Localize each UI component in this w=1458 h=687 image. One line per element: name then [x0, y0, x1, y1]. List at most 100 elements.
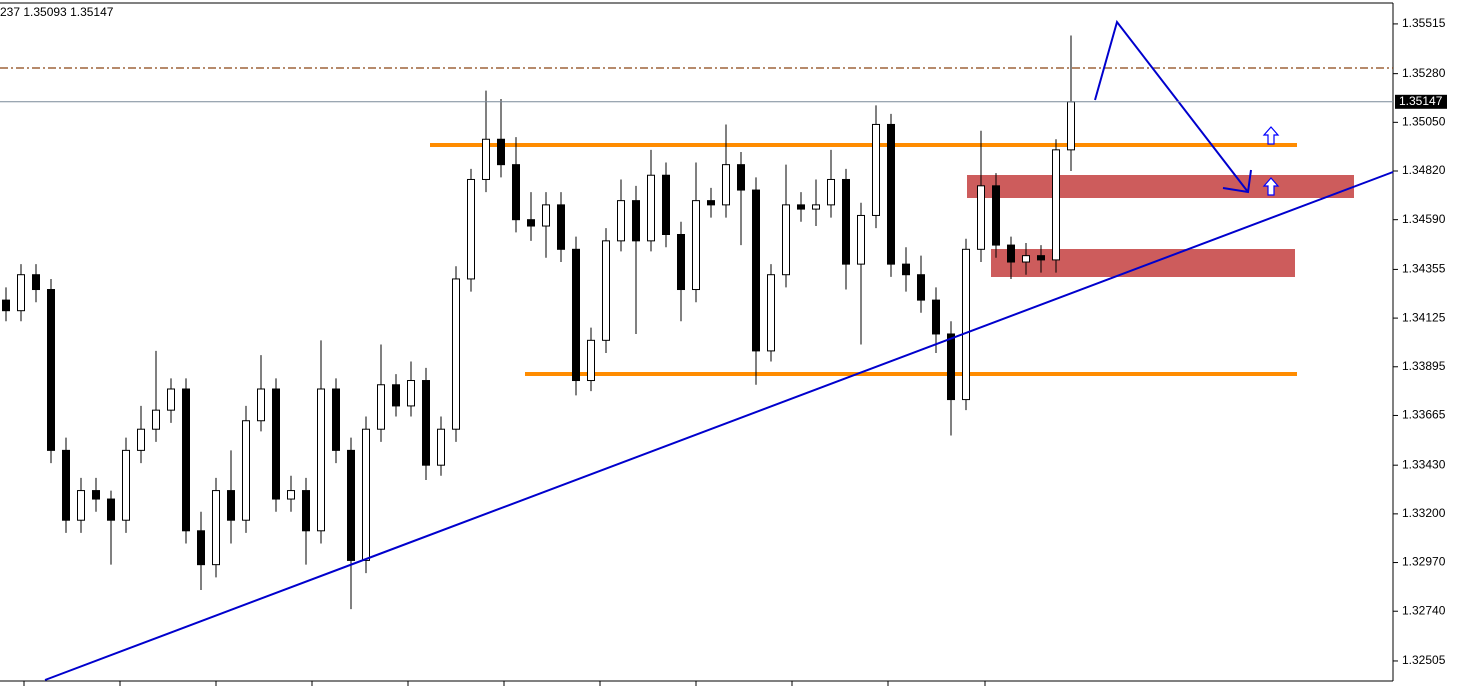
y-tick-label: 1.33665 — [1402, 408, 1446, 422]
candle-body — [932, 299, 940, 335]
chart-header: 237 1.35093 1.35147 — [0, 5, 114, 19]
candle-body — [272, 388, 280, 500]
candle-body — [1067, 101, 1075, 151]
candle-body — [992, 185, 1000, 246]
candle-body — [752, 189, 760, 352]
candle-body — [77, 490, 85, 521]
candle-body — [572, 248, 580, 382]
candle-body — [377, 384, 385, 430]
candle-body — [122, 449, 130, 521]
supply-zone — [967, 175, 1354, 198]
y-tick-label: 1.32740 — [1402, 603, 1446, 617]
candle-body — [212, 490, 220, 566]
candle-body — [62, 449, 70, 521]
candle-body — [452, 278, 460, 430]
y-tick-label: 1.32505 — [1402, 653, 1446, 667]
candle-body — [422, 380, 430, 466]
candle-body — [602, 240, 610, 341]
candle-body — [302, 490, 310, 532]
candle-body — [497, 138, 505, 166]
candle-body — [332, 388, 340, 451]
overlay — [44, 19, 1394, 681]
candle-body — [482, 138, 490, 180]
candle-body — [227, 490, 235, 521]
y-tick-label: 1.35050 — [1402, 114, 1446, 128]
candle-body — [257, 388, 265, 422]
candle-body — [137, 428, 145, 451]
candle-body — [362, 428, 370, 561]
candle-body — [647, 174, 655, 242]
y-tick-label: 1.34820 — [1402, 163, 1446, 177]
candle-body — [542, 204, 550, 227]
candle-body — [287, 490, 295, 500]
candle-body — [1022, 255, 1030, 263]
candle-body — [902, 263, 910, 276]
candle-body — [857, 214, 865, 265]
y-tick-label: 1.33895 — [1402, 359, 1446, 373]
last-price-box — [1395, 94, 1447, 109]
candle-body — [842, 178, 850, 265]
candle-body — [152, 409, 160, 430]
candle-body — [692, 200, 700, 291]
candle-body — [812, 204, 820, 210]
trend-line — [44, 171, 1394, 681]
candle-body — [962, 248, 970, 401]
candle-body — [1037, 255, 1045, 261]
candle-body — [887, 123, 895, 265]
demand-zone — [991, 249, 1295, 277]
candle-body — [32, 274, 40, 291]
y-tick-label: 1.33200 — [1402, 506, 1446, 520]
candle-body — [707, 200, 715, 206]
candle-body — [767, 274, 775, 352]
candle-body — [827, 178, 835, 206]
candles — [2, 35, 1075, 610]
y-tick-label: 1.34355 — [1402, 262, 1446, 276]
candle-body — [392, 384, 400, 407]
candle-body — [197, 530, 205, 566]
candle-body — [437, 428, 445, 466]
arrow-head — [1222, 169, 1252, 194]
candle-body — [317, 388, 325, 532]
candle-body — [557, 204, 565, 250]
candle-body — [107, 498, 115, 521]
candle-body — [347, 449, 355, 561]
candle-body — [407, 380, 415, 407]
candle-body — [92, 490, 100, 500]
candle-body — [467, 178, 475, 280]
candle-body — [977, 185, 985, 250]
candle-body — [17, 274, 25, 312]
candle-body — [1007, 244, 1015, 263]
candle-body — [632, 200, 640, 242]
candle-body — [47, 289, 55, 451]
candle-body — [242, 420, 250, 521]
candle-body — [737, 164, 745, 191]
candle-body — [872, 123, 880, 216]
candle-body — [527, 219, 535, 227]
up-arrow-icon — [1262, 177, 1280, 196]
up-arrow-icon — [1262, 126, 1280, 145]
candle-body — [1052, 149, 1060, 261]
time-ticks — [23, 681, 986, 686]
candle-body — [917, 274, 925, 301]
candle-body — [512, 164, 520, 221]
drawings — [430, 143, 1354, 376]
y-tick-label: 1.33430 — [1402, 457, 1446, 471]
candle-body — [947, 333, 955, 401]
y-tick-label: 1.34590 — [1402, 212, 1446, 226]
y-tick-label: 1.34125 — [1402, 310, 1446, 324]
candle-body — [662, 174, 670, 235]
candle-body — [797, 204, 805, 210]
last-price-label: 1.35147 — [1399, 94, 1443, 108]
candle-body — [2, 299, 10, 312]
candle-body — [167, 388, 175, 411]
candle-body — [182, 388, 190, 532]
candle-body — [617, 200, 625, 242]
candle-body — [782, 204, 790, 276]
candle-body — [677, 233, 685, 291]
y-tick-label: 1.35280 — [1402, 66, 1446, 80]
candle-body — [587, 339, 595, 382]
projection-arrow — [1094, 19, 1249, 193]
candle-body — [722, 164, 730, 206]
